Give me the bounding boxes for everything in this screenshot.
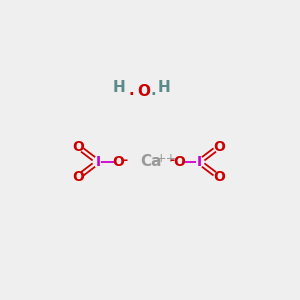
Text: -: - — [169, 154, 174, 166]
Text: O: O — [137, 84, 150, 99]
Text: Ca: Ca — [141, 154, 162, 169]
Text: .: . — [129, 83, 134, 98]
Text: I: I — [95, 155, 101, 169]
Text: O: O — [72, 170, 84, 184]
Text: O: O — [112, 155, 124, 169]
Text: H: H — [158, 80, 171, 95]
Text: O: O — [213, 140, 225, 154]
Text: ++: ++ — [156, 152, 177, 165]
Text: O: O — [173, 155, 185, 169]
Text: O: O — [213, 170, 225, 184]
Text: .: . — [151, 83, 157, 98]
Text: O: O — [72, 140, 84, 154]
Text: H: H — [112, 80, 125, 95]
Text: -: - — [123, 154, 128, 166]
Text: I: I — [196, 155, 202, 169]
